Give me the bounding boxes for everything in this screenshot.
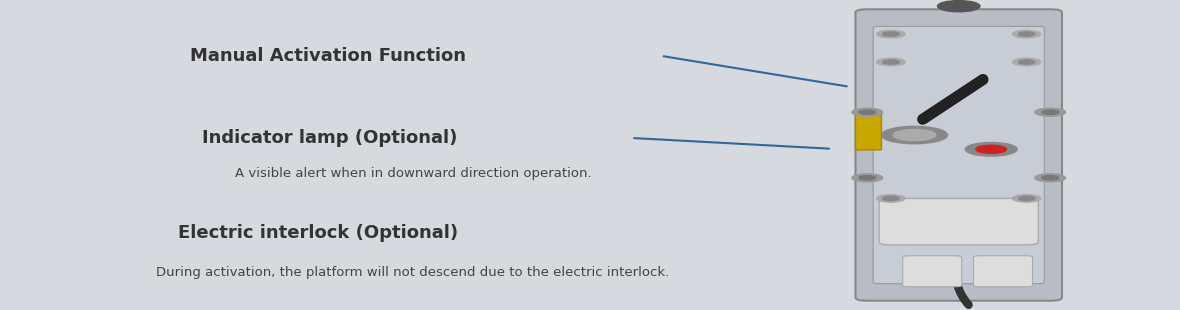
Circle shape bbox=[1035, 108, 1066, 116]
Circle shape bbox=[883, 32, 899, 36]
Circle shape bbox=[1042, 110, 1058, 114]
FancyBboxPatch shape bbox=[873, 26, 1044, 284]
Circle shape bbox=[877, 58, 905, 66]
FancyBboxPatch shape bbox=[903, 256, 962, 287]
Text: During activation, the platform will not descend due to the electric interlock.: During activation, the platform will not… bbox=[157, 266, 669, 279]
Circle shape bbox=[852, 108, 883, 116]
FancyArrowPatch shape bbox=[923, 80, 983, 119]
Circle shape bbox=[893, 130, 936, 141]
Circle shape bbox=[883, 196, 899, 201]
Circle shape bbox=[1018, 60, 1035, 64]
Circle shape bbox=[859, 110, 876, 114]
Circle shape bbox=[1042, 176, 1058, 180]
Circle shape bbox=[1018, 196, 1035, 201]
Circle shape bbox=[1012, 195, 1041, 202]
FancyBboxPatch shape bbox=[856, 112, 881, 150]
Circle shape bbox=[852, 174, 883, 182]
FancyArrowPatch shape bbox=[956, 260, 969, 305]
Circle shape bbox=[877, 195, 905, 202]
FancyBboxPatch shape bbox=[879, 198, 1038, 245]
Circle shape bbox=[877, 30, 905, 38]
Circle shape bbox=[859, 176, 876, 180]
Circle shape bbox=[1012, 58, 1041, 66]
Circle shape bbox=[965, 143, 1017, 156]
Circle shape bbox=[881, 126, 948, 144]
Circle shape bbox=[1018, 32, 1035, 36]
Text: Manual Activation Function: Manual Activation Function bbox=[190, 47, 466, 65]
Circle shape bbox=[1012, 30, 1041, 38]
Text: Indicator lamp (Optional): Indicator lamp (Optional) bbox=[203, 129, 458, 147]
Text: Electric interlock (Optional): Electric interlock (Optional) bbox=[178, 224, 458, 241]
Text: A visible alert when in downward direction operation.: A visible alert when in downward directi… bbox=[235, 167, 591, 180]
Circle shape bbox=[883, 60, 899, 64]
Circle shape bbox=[976, 145, 1007, 153]
FancyBboxPatch shape bbox=[856, 9, 1062, 301]
FancyBboxPatch shape bbox=[974, 256, 1032, 287]
Circle shape bbox=[1035, 174, 1066, 182]
Circle shape bbox=[937, 1, 979, 12]
